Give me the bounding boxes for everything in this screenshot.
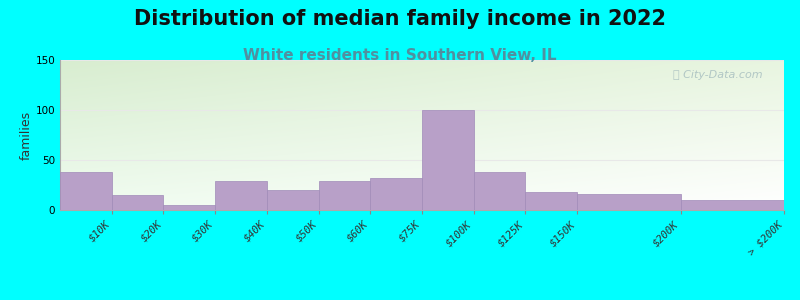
Bar (267, 190, 318, 210)
Bar (526, 192, 577, 210)
Bar (422, 110, 474, 210)
Bar (60, 172, 112, 210)
Text: White residents in Southern View, IL: White residents in Southern View, IL (243, 48, 557, 63)
Bar (474, 172, 526, 210)
Y-axis label: families: families (20, 110, 33, 160)
Bar (370, 178, 422, 210)
Bar (163, 205, 215, 210)
Bar (112, 195, 163, 210)
Bar (215, 181, 267, 210)
Bar (681, 200, 784, 210)
Text: ⓘ City-Data.com: ⓘ City-Data.com (673, 70, 762, 80)
Bar (318, 181, 370, 210)
Bar (577, 194, 681, 210)
Text: Distribution of median family income in 2022: Distribution of median family income in … (134, 9, 666, 29)
